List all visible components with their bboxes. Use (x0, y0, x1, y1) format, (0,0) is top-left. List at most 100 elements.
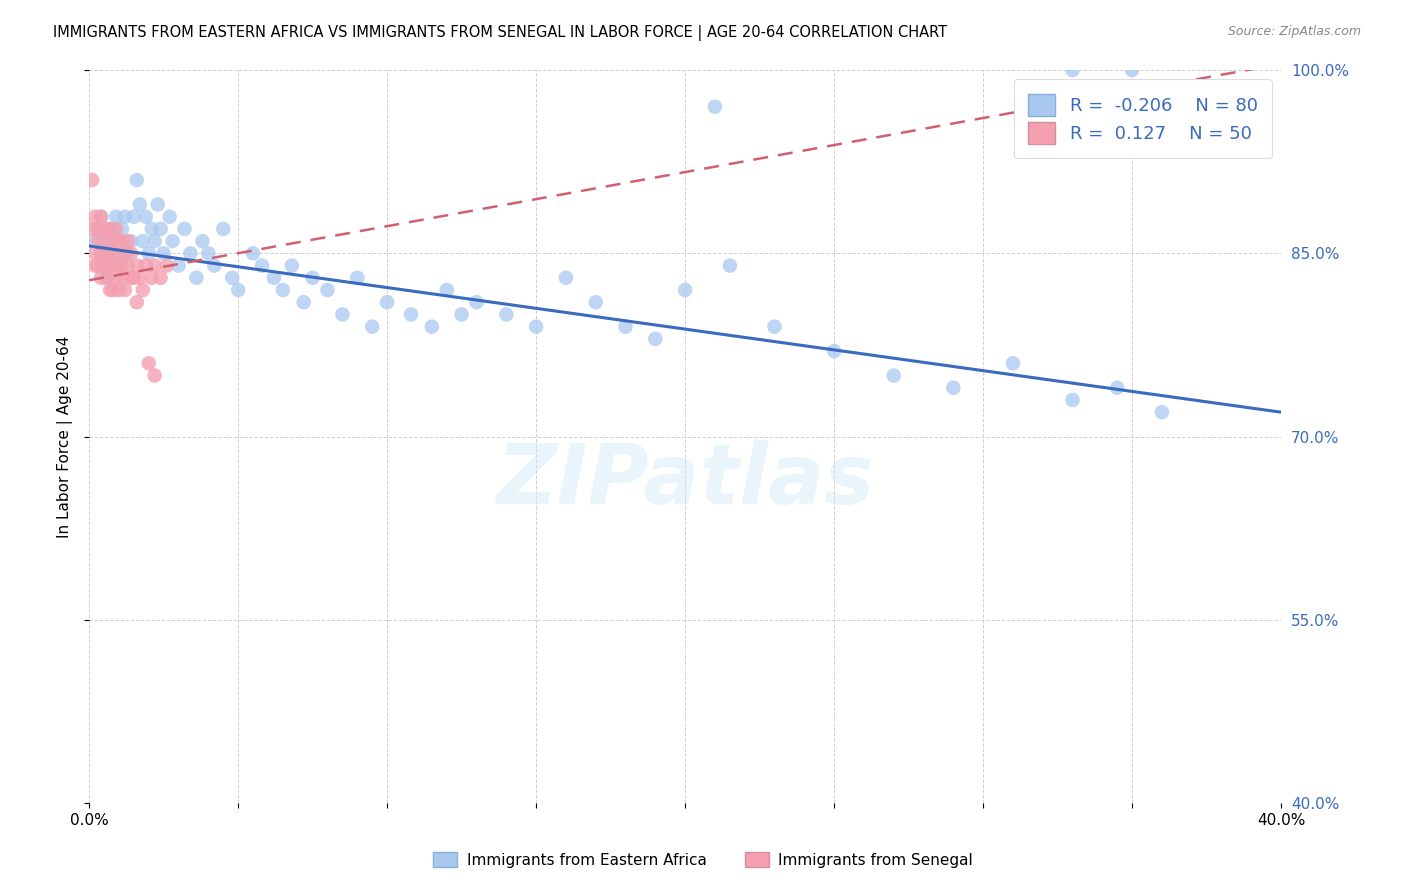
Point (361, 319, 384, 334)
Point (101, 259, 124, 273)
Point (823, 344, 845, 359)
Point (135, 210, 157, 224)
Point (120, 270, 142, 285)
Point (87, 222, 110, 236)
Point (96, 259, 118, 273)
Point (90, 246, 112, 260)
Point (93, 234, 115, 248)
Point (117, 246, 139, 260)
Point (101, 222, 124, 236)
Point (104, 246, 127, 260)
Point (167, 259, 190, 273)
Point (96, 234, 118, 248)
Point (93, 222, 115, 236)
Point (132, 234, 155, 248)
Text: ZIPatlas: ZIPatlas (496, 440, 875, 521)
Point (101, 283, 124, 297)
Point (162, 234, 184, 248)
Point (108, 234, 131, 248)
Text: IMMIGRANTS FROM EASTERN AFRICA VS IMMIGRANTS FROM SENEGAL IN LABOR FORCE | AGE 2: IMMIGRANTS FROM EASTERN AFRICA VS IMMIGR… (53, 25, 948, 41)
Point (1121, 63, 1143, 78)
Point (173, 222, 195, 236)
Point (93, 259, 115, 273)
Point (108, 259, 131, 273)
Point (125, 259, 148, 273)
Point (143, 234, 166, 248)
Point (104, 270, 127, 285)
Point (191, 234, 214, 248)
Point (146, 197, 169, 211)
Point (120, 246, 142, 260)
Point (90, 246, 112, 260)
Point (84, 246, 107, 260)
Point (301, 270, 323, 285)
Point (114, 246, 136, 260)
Point (108, 283, 131, 297)
Point (84, 234, 107, 248)
Point (128, 197, 150, 211)
Point (292, 295, 315, 310)
Legend: R =  -0.206    N = 80, R =  0.127    N = 50: R = -0.206 N = 80, R = 0.127 N = 50 (1014, 79, 1272, 159)
Point (156, 259, 179, 273)
Point (125, 173, 148, 187)
Point (104, 210, 127, 224)
Point (104, 246, 127, 260)
Point (84, 259, 107, 273)
Point (96, 270, 118, 285)
Point (82, 222, 104, 236)
Text: Source: ZipAtlas.com: Source: ZipAtlas.com (1227, 25, 1361, 38)
Point (179, 246, 201, 260)
Point (202, 259, 225, 273)
Point (143, 368, 166, 383)
Point (104, 222, 127, 236)
Point (718, 259, 741, 273)
Point (98, 234, 121, 248)
Point (263, 270, 285, 285)
Point (141, 222, 163, 236)
Point (316, 283, 339, 297)
Point (495, 308, 517, 322)
Point (96, 222, 118, 236)
Point (149, 270, 172, 285)
Point (93, 246, 115, 260)
Point (101, 234, 124, 248)
Point (87, 234, 110, 248)
Point (111, 270, 134, 285)
Point (98, 283, 121, 297)
Point (98, 222, 121, 236)
Point (221, 270, 243, 285)
Point (1150, 405, 1173, 419)
Point (122, 270, 145, 285)
Y-axis label: In Labor Force | Age 20-64: In Labor Force | Age 20-64 (58, 335, 73, 538)
Point (120, 234, 142, 248)
Point (226, 283, 249, 297)
Point (942, 381, 965, 395)
Point (281, 259, 304, 273)
Point (763, 319, 786, 334)
Point (111, 246, 134, 260)
Point (132, 283, 155, 297)
Point (149, 222, 172, 236)
Point (1107, 381, 1129, 395)
Point (128, 270, 150, 285)
Point (242, 246, 264, 260)
Point (87, 222, 110, 236)
Point (555, 270, 578, 285)
Point (135, 259, 157, 273)
Point (117, 234, 139, 248)
Point (703, 100, 725, 114)
Point (524, 319, 547, 334)
Point (1001, 356, 1024, 370)
Point (883, 368, 905, 383)
Point (420, 319, 443, 334)
Point (87, 259, 110, 273)
Point (346, 270, 368, 285)
Point (143, 259, 166, 273)
Point (108, 234, 131, 248)
Point (114, 210, 136, 224)
Point (108, 259, 131, 273)
Point (399, 308, 422, 322)
Legend: Immigrants from Eastern Africa, Immigrants from Senegal: Immigrants from Eastern Africa, Immigran… (427, 846, 979, 873)
Point (250, 259, 273, 273)
Point (450, 308, 472, 322)
